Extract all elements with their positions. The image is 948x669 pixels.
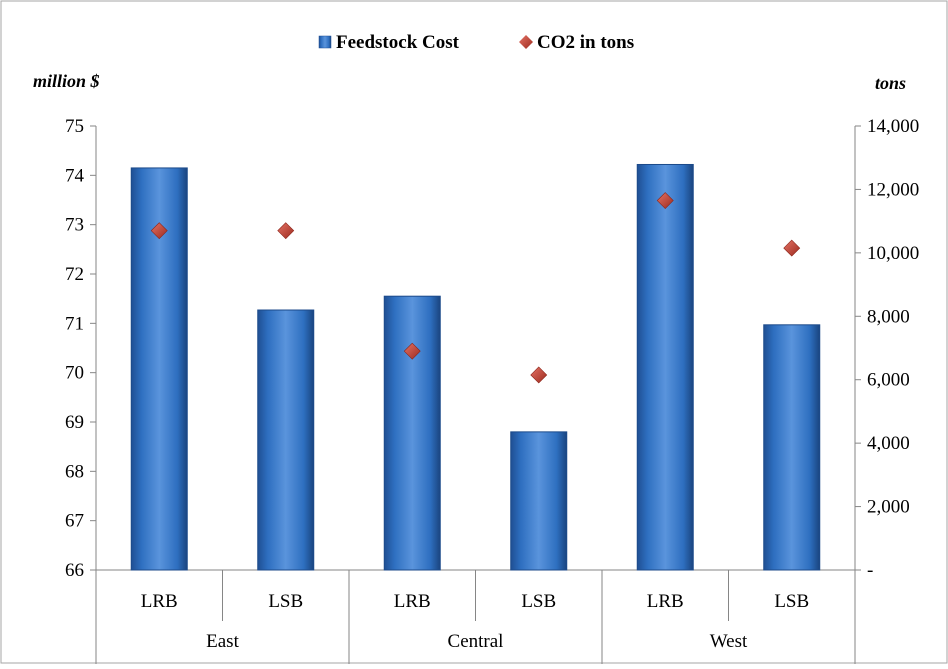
co2-marker (277, 222, 295, 240)
right-tick-label: 2,000 (867, 497, 910, 518)
category-label: LSB (521, 591, 556, 612)
co2-marker (783, 239, 801, 257)
co2-marker (530, 366, 548, 384)
co2-marker (656, 192, 674, 209)
category-label: LRB (647, 591, 684, 612)
left-tick-label: 66 (65, 560, 84, 581)
right-tick-label: 12,000 (867, 179, 919, 200)
legend-marker-co2 (519, 35, 533, 49)
category-label: LRB (141, 591, 178, 612)
right-tick-label: 10,000 (867, 243, 919, 264)
co2-marker (150, 222, 168, 240)
left-tick-label: 68 (65, 461, 84, 482)
feedstock-cost-bar (510, 431, 568, 571)
co2-marker (403, 342, 421, 360)
left-tick-label: 67 (65, 511, 84, 532)
feedstock-cost-bar (763, 324, 821, 571)
legend-swatch-feedstock-cost (318, 35, 332, 49)
left-tick-label: 70 (65, 363, 84, 384)
group-label: Central (448, 631, 504, 652)
legend: Feedstock Cost CO2 in tons (318, 32, 634, 53)
left-tick-label: 72 (65, 264, 84, 285)
feedstock-cost-bar (257, 309, 315, 571)
feedstock-cost-bar (383, 295, 441, 571)
left-axis-unit: million $ (33, 71, 100, 91)
right-tick-label: 8,000 (867, 306, 910, 327)
category-label: LSB (268, 591, 303, 612)
left-tick-label: 69 (65, 412, 84, 433)
legend-label-feedstock-cost: Feedstock Cost (336, 32, 460, 53)
group-label: East (206, 631, 239, 652)
category-label: LRB (394, 591, 431, 612)
right-tick-label: 14,000 (867, 116, 919, 137)
right-tick-label: - (867, 560, 873, 581)
left-tick-label: 74 (65, 165, 85, 186)
left-tick-label: 75 (65, 116, 84, 137)
right-tick-label: 6,000 (867, 370, 910, 391)
right-axis-unit: tons (875, 73, 906, 93)
feedstock-cost-bar (636, 163, 694, 571)
group-label: West (710, 631, 748, 652)
category-label: LSB (774, 591, 809, 612)
left-tick-label: 73 (65, 215, 84, 236)
legend-label-co2: CO2 in tons (537, 32, 634, 53)
right-tick-label: 4,000 (867, 433, 910, 454)
left-tick-label: 71 (65, 313, 84, 334)
